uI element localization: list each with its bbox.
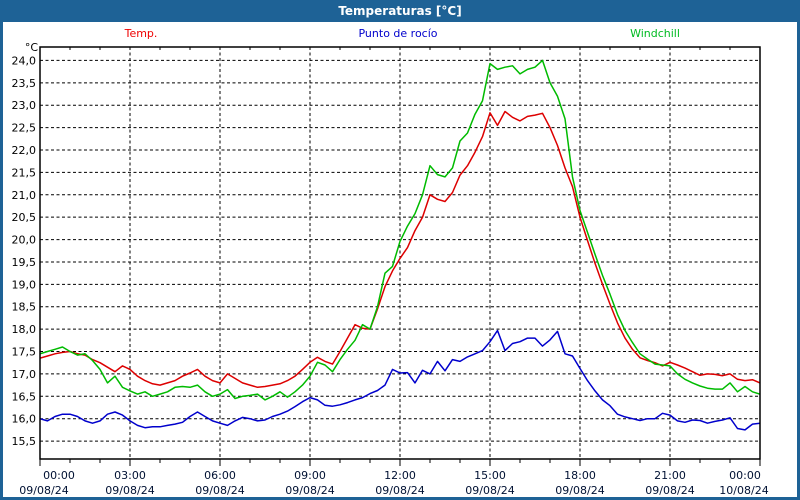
y-tick-label: 16,0: [12, 413, 37, 426]
x-tick-date-label: 09/08/24: [375, 484, 424, 497]
y-tick-label: 20,5: [12, 211, 37, 224]
x-tick-time-label: 12:00: [384, 469, 416, 482]
window-title: Temperaturas [°C]: [338, 4, 462, 18]
x-tick-date-label: 09/08/24: [195, 484, 244, 497]
x-tick-date-label: 09/08/24: [465, 484, 514, 497]
x-tick-time-label: 21:00: [654, 469, 686, 482]
x-tick-time-label: 00:00: [43, 469, 75, 482]
series-line-temp-: [40, 110, 760, 389]
y-tick-label: 15,5: [12, 435, 37, 448]
y-tick-label: 20,0: [12, 234, 37, 247]
x-tick-time-label: 00:00: [729, 469, 761, 482]
y-tick-label: 17,0: [12, 368, 37, 381]
y-tick-label: 19,5: [12, 256, 37, 269]
x-tick-date-label: 09/08/24: [105, 484, 154, 497]
y-tick-label: 18,5: [12, 301, 37, 314]
series-line-windchill: [40, 59, 760, 401]
y-tick-label: 24,0: [12, 54, 37, 67]
y-tick-label: 21,0: [12, 189, 37, 202]
x-tick-date-label: 10/08/24: [719, 484, 768, 497]
y-axis-unit-label: °C: [25, 41, 39, 54]
x-tick-time-label: 09:00: [294, 469, 326, 482]
x-tick-time-label: 15:00: [474, 469, 506, 482]
y-tick-label: 18,0: [12, 323, 37, 336]
y-tick-label: 16,5: [12, 390, 37, 403]
y-tick-label: 22,5: [12, 122, 37, 135]
y-tick-label: 19,0: [12, 278, 37, 291]
x-tick-date-label: 09/08/24: [285, 484, 334, 497]
x-tick-time-label: 03:00: [114, 469, 146, 482]
y-tick-label: 23,0: [12, 99, 37, 112]
x-tick-date-label: 09/08/24: [645, 484, 694, 497]
legend-item-windchill: Windchill: [630, 27, 680, 40]
series-line-punto-de-roc-o: [40, 329, 760, 431]
x-tick-time-label: 18:00: [564, 469, 596, 482]
x-tick-date-label: 09/08/24: [19, 484, 68, 497]
legend-item-temp: Temp.: [124, 27, 158, 40]
window-titlebar: Temperaturas [°C]: [0, 0, 800, 22]
y-tick-label: 17,5: [12, 346, 37, 359]
x-tick-date-label: 09/08/24: [555, 484, 604, 497]
y-tick-label: 23,5: [12, 77, 37, 90]
y-tick-label: 22,0: [12, 144, 37, 157]
y-tick-label: 21,5: [12, 166, 37, 179]
legend-item-dew-point: Punto de rocío: [358, 27, 438, 40]
x-tick-time-label: 06:00: [204, 469, 236, 482]
